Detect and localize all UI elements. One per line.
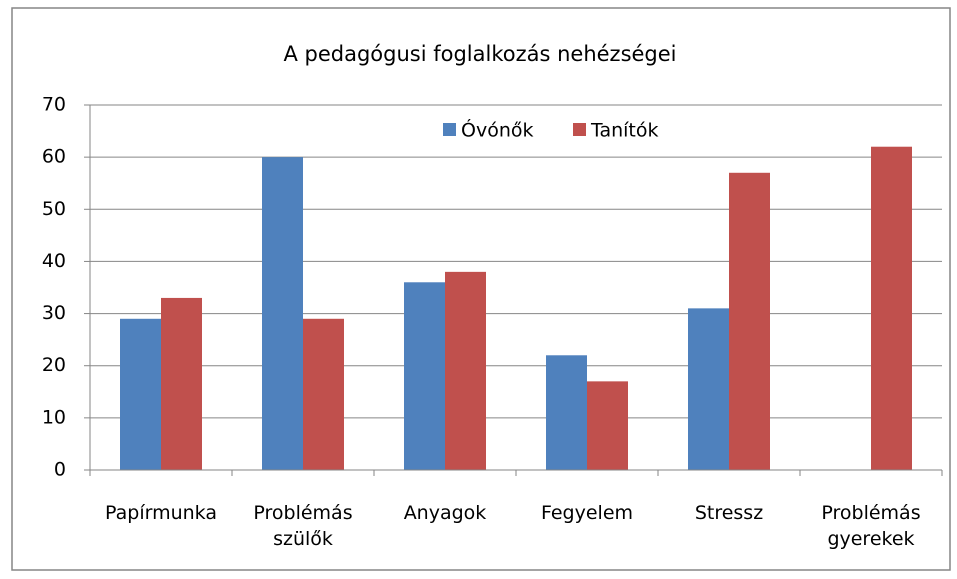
bar [445,271,486,470]
bar [161,297,202,470]
bar [546,355,587,470]
bar [120,318,161,470]
bar [587,381,628,470]
y-tick-label: 50 [42,198,66,220]
y-tick-label: 70 [42,94,66,116]
x-tick-label: Fegyelem [540,502,634,524]
legend-swatch [443,123,456,136]
x-tick-label: Problémás gyerekek [821,502,921,550]
y-tick-label: 10 [42,406,66,428]
legend-label: Tanítók [590,120,659,142]
x-tick-label: Problémás szülők [253,502,353,550]
bar [871,146,912,470]
x-tick-label: Anyagok [403,502,487,524]
chart-title: A pedagógusi foglalkozás nehézségei [283,42,676,66]
bar [729,172,770,471]
y-tick-label: 20 [42,354,66,376]
y-tick-label: 40 [42,250,66,272]
x-tick-label: Stressz [694,502,764,524]
bar [688,308,729,470]
bar [303,318,344,470]
legend-swatch [573,123,586,136]
bar [404,282,445,470]
legend-label: Óvónők [461,118,534,142]
y-tick-label: 60 [42,146,66,168]
x-tick-label: Papírmunka [105,502,217,524]
bar [262,157,303,470]
y-tick-label: 30 [42,302,66,324]
y-tick-label: 0 [54,459,66,481]
